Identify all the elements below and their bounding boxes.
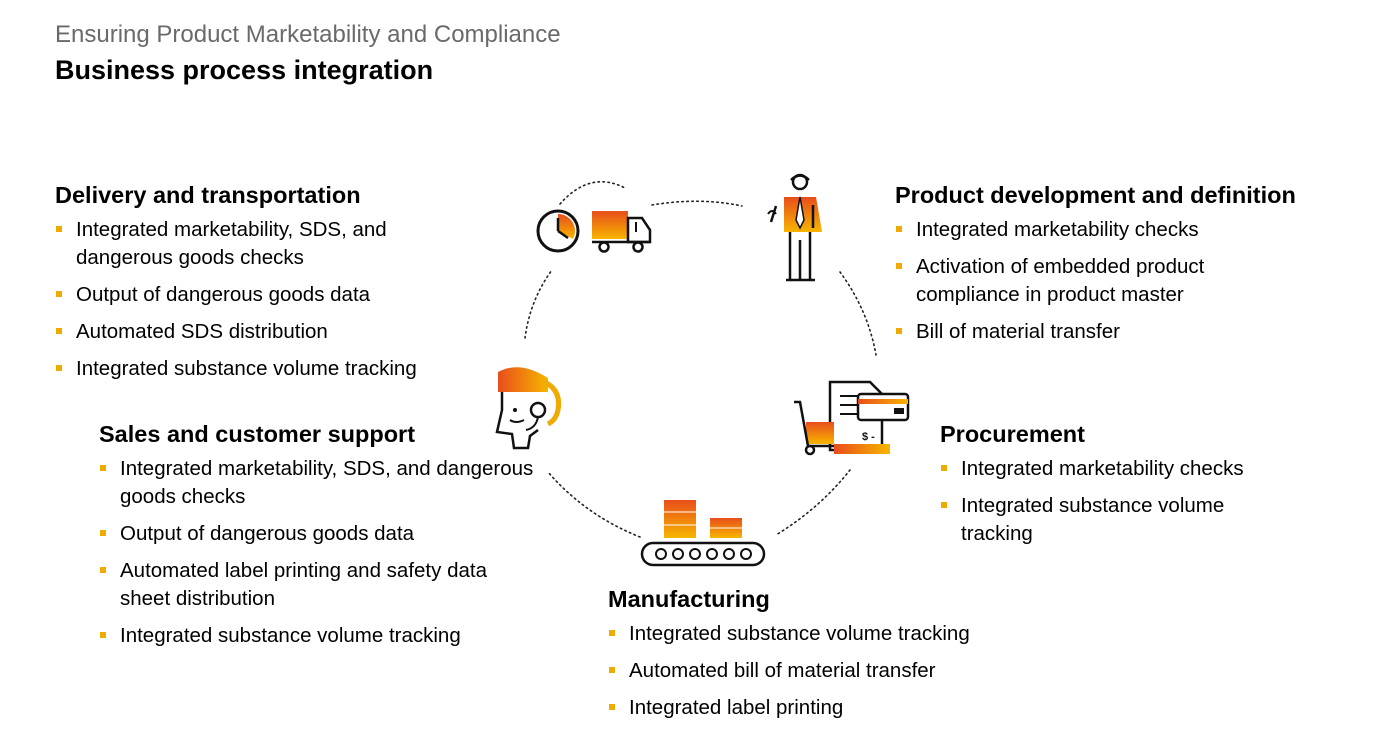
- list-item: Integrated substance volume tracking: [940, 492, 1290, 548]
- list-item: Automated label printing and safety data…: [99, 557, 539, 613]
- list-item: Integrated marketability, SDS, and dange…: [99, 455, 539, 511]
- list-item: Output of dangerous goods data: [99, 520, 539, 548]
- list-item: Activation of embedded product complianc…: [895, 253, 1275, 309]
- list-item: Integrated substance volume tracking: [99, 622, 539, 650]
- section-sales: Sales and customer support Integrated ma…: [99, 419, 539, 659]
- cycle-connectors: [524, 180, 877, 538]
- section-product-list: Integrated marketability checks Activati…: [895, 216, 1275, 346]
- connector-sales-to-delivery: [524, 269, 553, 339]
- list-item: Output of dangerous goods data: [55, 281, 475, 309]
- list-item: Integrated substance volume tracking: [608, 620, 1038, 648]
- list-item: Automated SDS distribution: [55, 318, 475, 346]
- connector-delivery-to-product: [651, 200, 743, 207]
- section-sales-list: Integrated marketability, SDS, and dange…: [99, 455, 539, 650]
- headset-agent-icon: [495, 367, 562, 450]
- section-product-title: Product development and definition: [895, 182, 1296, 208]
- connector-procurement-to-manufacturing: [775, 469, 851, 536]
- section-delivery-title: Delivery and transportation: [55, 182, 361, 208]
- section-manufacturing: Manufacturing Integrated substance volum…: [608, 584, 1038, 731]
- connector-clock-arc: [559, 180, 626, 205]
- section-manufacturing-list: Integrated substance volume tracking Aut…: [608, 620, 1038, 722]
- connector-product-to-procurement: [839, 271, 877, 356]
- engineer-icon: [767, 173, 822, 282]
- list-item: Bill of material transfer: [895, 318, 1275, 346]
- section-delivery-list: Integrated marketability, SDS, and dange…: [55, 216, 475, 383]
- section-sales-title: Sales and customer support: [99, 421, 416, 447]
- list-item: Integrated marketability, SDS, and dange…: [55, 216, 475, 272]
- page-supertitle: Ensuring Product Marketability and Compl…: [55, 21, 561, 48]
- conveyor-belt-icon: [640, 500, 766, 567]
- list-item: Automated bill of material transfer: [608, 657, 1038, 685]
- section-procurement-title: Procurement: [940, 421, 1085, 447]
- list-item: Integrated marketability checks: [895, 216, 1275, 244]
- section-delivery: Delivery and transportation Integrated m…: [55, 180, 475, 392]
- section-manufacturing-title: Manufacturing: [608, 586, 770, 612]
- cart-invoice-icon: $ -: [794, 380, 910, 456]
- svg-text:$ -: $ -: [862, 431, 875, 443]
- page-title: Business process integration: [55, 55, 434, 85]
- list-item: Integrated marketability checks: [940, 455, 1290, 483]
- section-procurement-list: Integrated marketability checks Integrat…: [940, 455, 1290, 548]
- section-product: Product development and definition Integ…: [895, 180, 1296, 355]
- connector-manufacturing-to-sales: [547, 471, 641, 538]
- list-item: Integrated substance volume tracking: [55, 355, 475, 383]
- section-procurement: Procurement Integrated marketability che…: [940, 419, 1290, 557]
- list-item: Integrated label printing: [608, 694, 1038, 722]
- clock-truck-icon: [536, 209, 652, 253]
